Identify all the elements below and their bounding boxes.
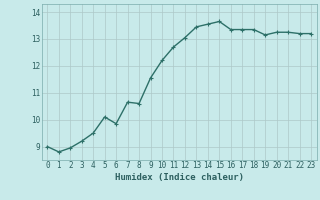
X-axis label: Humidex (Indice chaleur): Humidex (Indice chaleur): [115, 173, 244, 182]
